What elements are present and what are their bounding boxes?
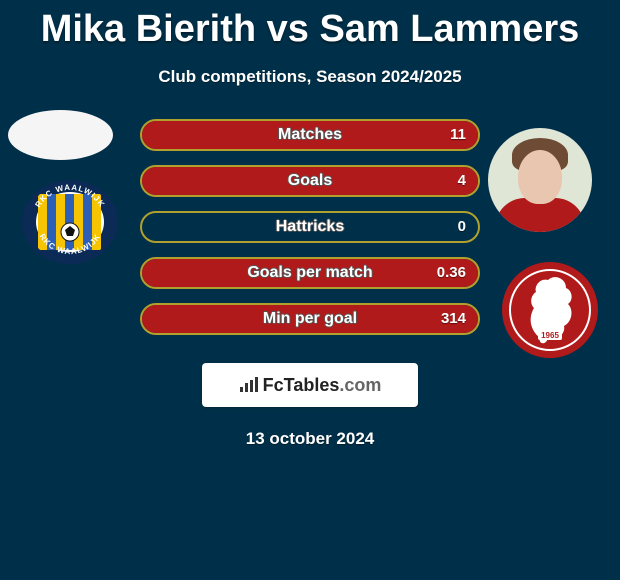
- stat-row: Min per goal314: [140, 303, 480, 335]
- stat-row: Hattricks0: [140, 211, 480, 243]
- attribution-text: FcTables.com: [263, 375, 382, 396]
- stat-bars: Matches11 Goals4 Hattricks0 Goals per match…: [140, 119, 480, 349]
- stat-row: Matches11: [140, 119, 480, 151]
- stat-label: Goals per match: [140, 257, 480, 289]
- stat-value-right: 11: [450, 119, 466, 151]
- barchart-icon: [239, 377, 259, 393]
- stat-label: Goals: [140, 165, 480, 197]
- stat-row: Goals per match0.36: [140, 257, 480, 289]
- stat-value-right: 0: [458, 211, 466, 243]
- stat-label: Hattricks: [140, 211, 480, 243]
- stat-label: Min per goal: [140, 303, 480, 335]
- stat-label: Matches: [140, 119, 480, 151]
- stat-value-right: 0.36: [437, 257, 466, 289]
- attribution-tld: .com: [339, 375, 381, 395]
- stats-area: Matches11 Goals4 Hattricks0 Goals per match…: [0, 119, 620, 349]
- subtitle: Club competitions, Season 2024/2025: [0, 67, 620, 87]
- stat-value-right: 4: [458, 165, 466, 197]
- page-title: Mika Bierith vs Sam Lammers: [0, 0, 620, 51]
- date-line: 13 october 2024: [0, 429, 620, 449]
- attribution-brand-fc: Fc: [263, 375, 284, 395]
- stat-row: Goals4: [140, 165, 480, 197]
- stat-value-right: 314: [441, 303, 466, 335]
- attribution-box: FcTables.com: [202, 363, 418, 407]
- attribution-brand-tables: Tables: [284, 375, 340, 395]
